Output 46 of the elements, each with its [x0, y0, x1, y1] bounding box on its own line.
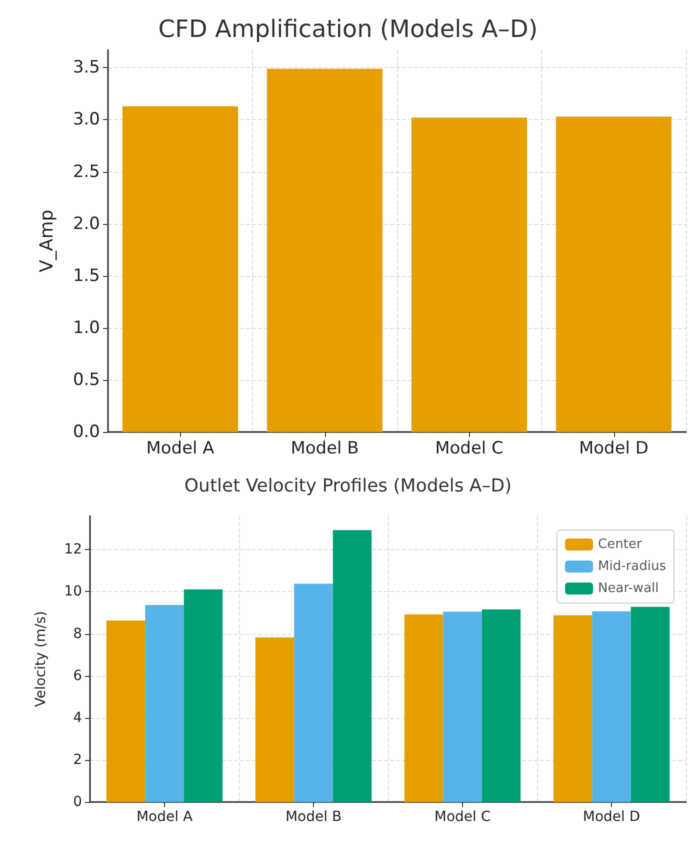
x-tick-label: Model C [435, 438, 504, 458]
bar [556, 116, 672, 432]
legend-label: Near-wall [598, 581, 659, 596]
y-tick-label: 6 [73, 668, 82, 684]
bar [411, 118, 528, 432]
x-tick-label: Model D [582, 809, 640, 825]
y-tick-label: 4 [73, 710, 82, 726]
y-tick-label: 1.5 [72, 266, 100, 286]
bar [482, 609, 521, 802]
legend-label: Center [598, 537, 642, 552]
y-tick-label: 0.5 [72, 370, 100, 390]
y-tick-label: 0 [73, 794, 82, 810]
x-tick-label: Model C [434, 809, 491, 825]
y-axis-title: V_Amp [36, 210, 58, 272]
y-tick-label: 2.0 [72, 214, 100, 234]
bar [145, 604, 184, 802]
y-tick-label: 3.0 [72, 110, 100, 130]
y-axis-title: Velocity (m/s) [33, 611, 49, 707]
y-tick-label: 0.0 [72, 422, 100, 442]
y-tick-label: 3.5 [72, 58, 100, 78]
y-tick-label: 10 [64, 584, 82, 600]
bar [266, 68, 383, 432]
bar [106, 620, 146, 802]
legend-label: Mid-radius [598, 559, 666, 574]
x-tick-label: Model B [285, 809, 342, 825]
x-tick-label: Model B [290, 438, 359, 458]
x-tick-label: Model D [578, 438, 649, 458]
y-tick-label: 1.0 [72, 318, 100, 338]
bar [294, 584, 333, 802]
bar [122, 106, 238, 432]
y-tick-label: 12 [64, 542, 82, 558]
bar [592, 611, 631, 802]
bar [255, 637, 294, 802]
bar [443, 612, 482, 802]
y-tick-label: 8 [73, 626, 82, 642]
y-tick-label: 2 [73, 752, 82, 768]
bar [332, 530, 372, 802]
chart-title: Outlet Velocity Profiles (Models A–D) [184, 476, 512, 496]
bar [184, 589, 223, 802]
y-tick-label: 2.5 [72, 162, 100, 182]
bar [404, 614, 444, 802]
bar [630, 606, 670, 802]
x-tick-label: Model A [136, 809, 193, 825]
x-tick-label: Model A [146, 438, 215, 458]
bar [553, 615, 592, 802]
chart-title: CFD Amplification (Models A–D) [158, 15, 538, 43]
